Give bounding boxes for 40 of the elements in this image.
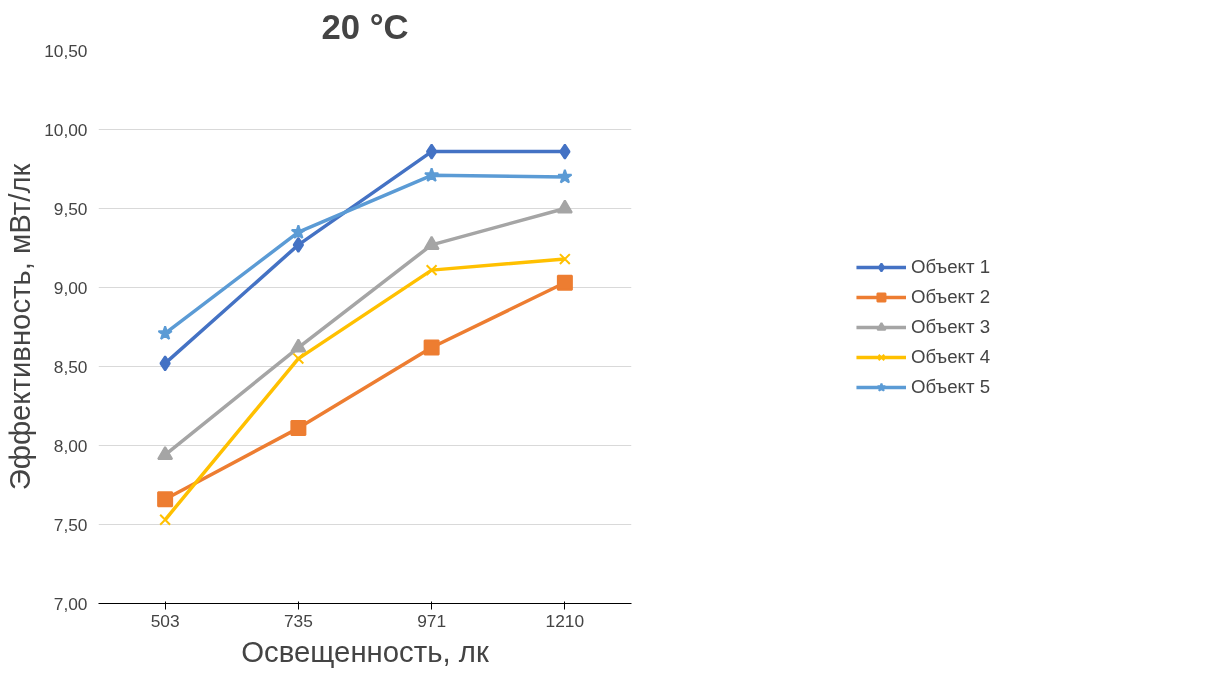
point [423,339,440,356]
y-tick-label: 7,00 [53,593,88,614]
y-tick-label: 8,50 [53,356,88,377]
point [556,199,573,214]
x-tick-label: 503 [150,610,180,631]
legend-label: Объект 5 [910,375,991,398]
y-tick-label: 9,00 [53,277,88,298]
point [556,274,573,291]
point [425,143,438,160]
y-tick-label: 10,00 [44,119,88,140]
point [159,355,171,372]
y-tick-label: 7,50 [53,514,88,535]
x-tick-label: 735 [283,610,313,631]
point [290,420,307,437]
point [157,325,173,340]
point [559,143,571,160]
point [290,224,307,239]
y-tick-label: 10,50 [44,40,88,61]
point [290,338,307,353]
legend-label: Объект 3 [910,315,991,338]
point [425,264,438,277]
y-tick-label: 9,50 [53,198,88,219]
legend-label: Объект 2 [910,285,991,308]
x-tick-label: 1210 [545,610,585,631]
x-tick-label: 971 [417,610,447,631]
point [157,445,174,461]
point [159,513,172,526]
y-axis-title: Эффективность, мВт/лк [3,163,37,491]
point [292,352,305,365]
legend-label: Объект 1 [910,255,991,278]
x-axis-title: Освещенность, лк [241,634,489,668]
point [558,253,571,266]
point [557,168,573,184]
point [157,491,174,508]
y-tick-label: 8,00 [53,435,88,456]
legend-label: Объект 4 [910,345,991,368]
point [292,236,305,253]
chart-title: 20 °C [321,7,409,46]
point [423,167,440,182]
point [423,235,440,250]
